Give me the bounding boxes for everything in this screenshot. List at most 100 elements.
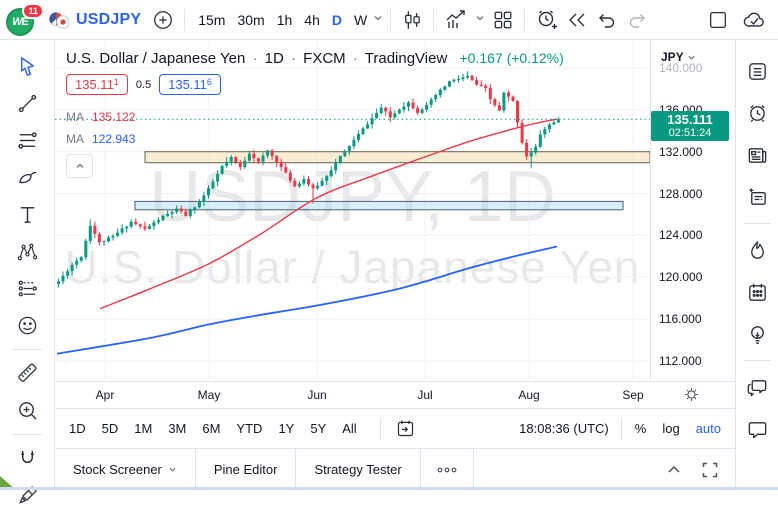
time-axis[interactable]: Apr May Jun Jul Aug Sep <box>55 381 735 408</box>
notification-badge: 11 <box>22 2 44 19</box>
fullscreen-button[interactable] <box>704 6 732 34</box>
emoji-tool[interactable] <box>8 307 46 344</box>
divider <box>12 434 42 435</box>
chart-title-row[interactable]: U.S. Dollar / Japanese Yen · 1D · FXCM ·… <box>66 50 564 67</box>
account-avatar[interactable]: WE 11 <box>6 2 44 36</box>
cursor-tool[interactable] <box>8 48 46 85</box>
hotlist-icon[interactable] <box>740 229 774 271</box>
panel-expand-chevron-button[interactable] <box>663 459 685 481</box>
zoom-in-tool[interactable] <box>8 392 46 429</box>
timeframe-4h[interactable]: 4h <box>298 8 326 32</box>
layout-grid-button[interactable] <box>489 6 517 34</box>
messages-icon[interactable] <box>740 408 774 450</box>
tab-stock-screener[interactable]: Stock Screener <box>55 449 196 490</box>
text-tool[interactable] <box>8 196 46 233</box>
price-axis[interactable]: JPY 140.000 136.000 132.000 128.000 124.000 1… <box>650 40 735 381</box>
ruler-tool[interactable] <box>8 355 46 392</box>
buy-button[interactable]: 135.116 <box>159 74 221 95</box>
go-to-date-button[interactable] <box>392 415 419 442</box>
top-toolbar: WE 11 USDJPY 15m 30m 1h 4h D W <box>0 0 778 40</box>
price-tick-label: 120.000 <box>659 270 703 285</box>
chart-style-candles-button[interactable] <box>398 6 426 34</box>
divider <box>524 8 526 31</box>
brush-tool[interactable] <box>8 159 46 196</box>
watchlist-icon[interactable] <box>740 50 774 92</box>
range-3M[interactable]: 3M <box>168 417 186 440</box>
bottom-panel: Stock Screener Pine Editor Strategy Tester <box>55 448 735 490</box>
range-toolbar: 1D 5D 1M 3M 6M YTD 1Y 5Y All 18:08:36 (UTC) % lo… <box>55 408 735 448</box>
forecast-tool[interactable] <box>8 270 46 307</box>
redo-button[interactable] <box>622 5 652 35</box>
divider <box>184 8 186 31</box>
range-All[interactable]: All <box>342 417 356 440</box>
range-1Y[interactable]: 1Y <box>278 417 294 440</box>
price-change: +0.167 (+0.12%) <box>459 50 564 66</box>
fib-retracement-tool[interactable] <box>8 122 46 159</box>
divider <box>744 223 770 224</box>
alerts-icon[interactable] <box>740 92 774 134</box>
session-clock[interactable]: 18:08:36 (UTC) <box>519 421 609 436</box>
news-icon[interactable] <box>740 134 774 176</box>
chart-legend: U.S. Dollar / Japanese Yen · 1D · FXCM ·… <box>66 50 564 178</box>
range-1D[interactable]: 1D <box>69 417 86 440</box>
time-tick-label: Jul <box>417 388 433 402</box>
timeframe-1h[interactable]: 1h <box>271 8 299 32</box>
chart-resolution: 1D <box>264 50 284 67</box>
calendar-icon[interactable] <box>740 271 774 313</box>
sell-button[interactable]: 135.111 <box>66 74 128 95</box>
chart-region: USDJPY, 1D U.S. Dollar / Japanese Yen U.… <box>55 40 735 448</box>
timeframe-15m[interactable]: 15m <box>192 8 231 32</box>
divider <box>390 8 392 31</box>
chart-plot[interactable]: USDJPY, 1D U.S. Dollar / Japanese Yen U.… <box>55 40 650 381</box>
bar-countdown: 02:51:24 <box>668 127 712 140</box>
indicators-button[interactable] <box>441 5 471 35</box>
range-5D[interactable]: 5D <box>102 417 119 440</box>
price-tick-label: 112.000 <box>659 353 702 368</box>
panel-maximize-button[interactable] <box>699 459 721 481</box>
timeframe-menu-chevron-icon[interactable] <box>373 13 383 26</box>
tab-strategy-tester[interactable]: Strategy Tester <box>296 449 421 490</box>
data-window-icon[interactable] <box>740 176 774 218</box>
price-tick-label: 128.000 <box>659 186 703 201</box>
ideas-icon[interactable] <box>740 313 774 355</box>
undo-button[interactable] <box>592 5 622 35</box>
log-scale-button[interactable]: log <box>662 421 680 436</box>
time-tick-label: Apr <box>95 388 115 402</box>
range-group: 1D 5D 1M 3M 6M YTD 1Y 5Y All <box>69 417 373 440</box>
magnet-tool[interactable] <box>8 440 46 477</box>
legend-collapse-button[interactable] <box>66 154 93 178</box>
range-1M[interactable]: 1M <box>134 417 152 440</box>
chart-exchange: FXCM <box>303 50 346 67</box>
price-axis-currency[interactable]: JPY <box>661 50 696 64</box>
chat-icon[interactable] <box>740 366 774 408</box>
timeframe-D[interactable]: D <box>326 8 348 32</box>
range-YTD[interactable]: YTD <box>236 417 262 440</box>
percent-scale-button[interactable]: % <box>634 421 647 436</box>
timeframe-W[interactable]: W <box>348 8 373 32</box>
price-tick-label: 132.000 <box>659 144 703 159</box>
tab-pine-editor[interactable]: Pine Editor <box>196 449 297 490</box>
timeframe-group: 15m 30m 1h 4h D W <box>192 8 373 32</box>
quote-row: 135.111 0.5 135.116 <box>66 74 221 95</box>
range-5Y[interactable]: 5Y <box>310 417 326 440</box>
chart-provider: TradingView <box>364 50 448 67</box>
cloud-saved-button[interactable] <box>738 6 770 34</box>
ma-legend-1[interactable]: MA 135.122 <box>66 110 136 124</box>
auto-scale-button[interactable]: auto <box>695 421 721 436</box>
more-panels-button[interactable] <box>421 449 474 490</box>
trend-line-tool[interactable] <box>8 85 46 122</box>
scale-settings-gear-icon[interactable] <box>683 386 700 408</box>
symbol-search[interactable]: USDJPY <box>48 11 141 29</box>
bar-replay-button[interactable] <box>562 5 592 35</box>
ma-legend-2[interactable]: MA 122.943 <box>66 132 136 146</box>
timeframe-30m[interactable]: 30m <box>231 8 270 32</box>
bottom-edge-strip <box>0 487 778 490</box>
divider <box>433 8 435 31</box>
range-6M[interactable]: 6M <box>202 417 220 440</box>
currency-chevron-icon <box>688 55 695 60</box>
xabcd-pattern-tool[interactable] <box>8 233 46 270</box>
indicators-menu-chevron-icon[interactable] <box>475 13 485 26</box>
create-alert-button[interactable] <box>532 5 562 35</box>
compare-add-button[interactable] <box>149 6 177 34</box>
